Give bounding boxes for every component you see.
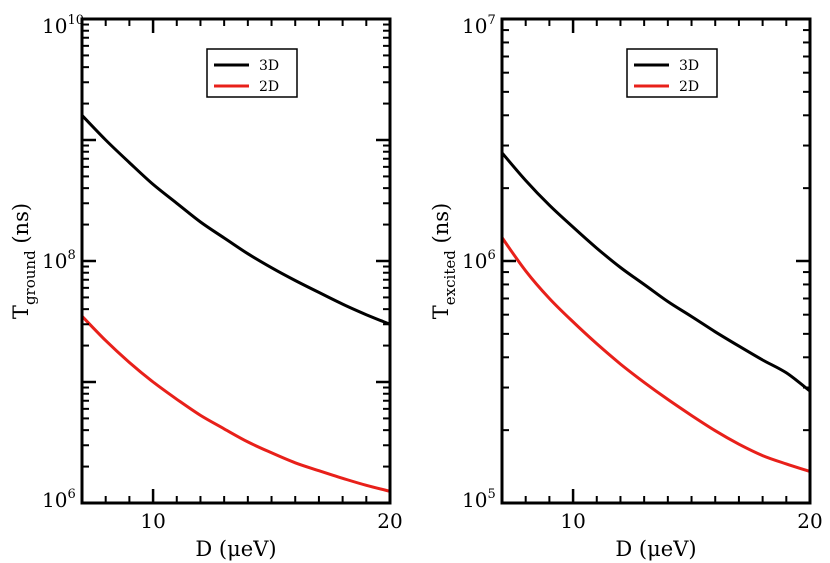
labels-layer: 10 20 106 108 1010 D (μeV) Tground (ns) <box>9 13 403 561</box>
ticks-layer <box>81 17 392 505</box>
y-tick-label: 1010 <box>42 13 84 38</box>
legend-box <box>206 48 298 98</box>
x-tick-label: 20 <box>377 509 402 533</box>
x-axis-title: D (μeV) <box>195 537 276 561</box>
y-axis-title: Texcited (ns) <box>429 203 459 319</box>
legend-label-2d: 2D <box>679 79 699 95</box>
x-tick-label: 20 <box>797 509 822 533</box>
x-axis-title: D (μeV) <box>615 537 696 561</box>
curves-layer <box>80 114 391 493</box>
y-tick-label: 106 <box>42 487 76 512</box>
series-line-3d <box>80 114 391 326</box>
y-axis-title: Tground (ns) <box>9 203 39 319</box>
curves-layer <box>500 151 811 473</box>
x-tick-label: 10 <box>140 509 165 533</box>
legend-box <box>626 48 718 98</box>
y-tick-label: 105 <box>462 487 496 512</box>
y-tick-label: 107 <box>462 13 496 38</box>
series-line-2d <box>80 315 391 493</box>
legend-label-3d: 3D <box>679 58 699 74</box>
x-tick-label: 10 <box>560 509 585 533</box>
ticks-layer <box>501 17 812 505</box>
y-tick-label: 106 <box>462 248 496 273</box>
labels-layer: 10 20 105 106 107 D (μeV) Texcited (ns) <box>429 13 823 561</box>
y-tick-label: 108 <box>42 248 76 273</box>
legend-label-2d: 2D <box>259 79 279 95</box>
legend-label-3d: 3D <box>259 58 279 74</box>
series-line-2d <box>500 236 811 473</box>
series-line-3d <box>500 151 811 393</box>
